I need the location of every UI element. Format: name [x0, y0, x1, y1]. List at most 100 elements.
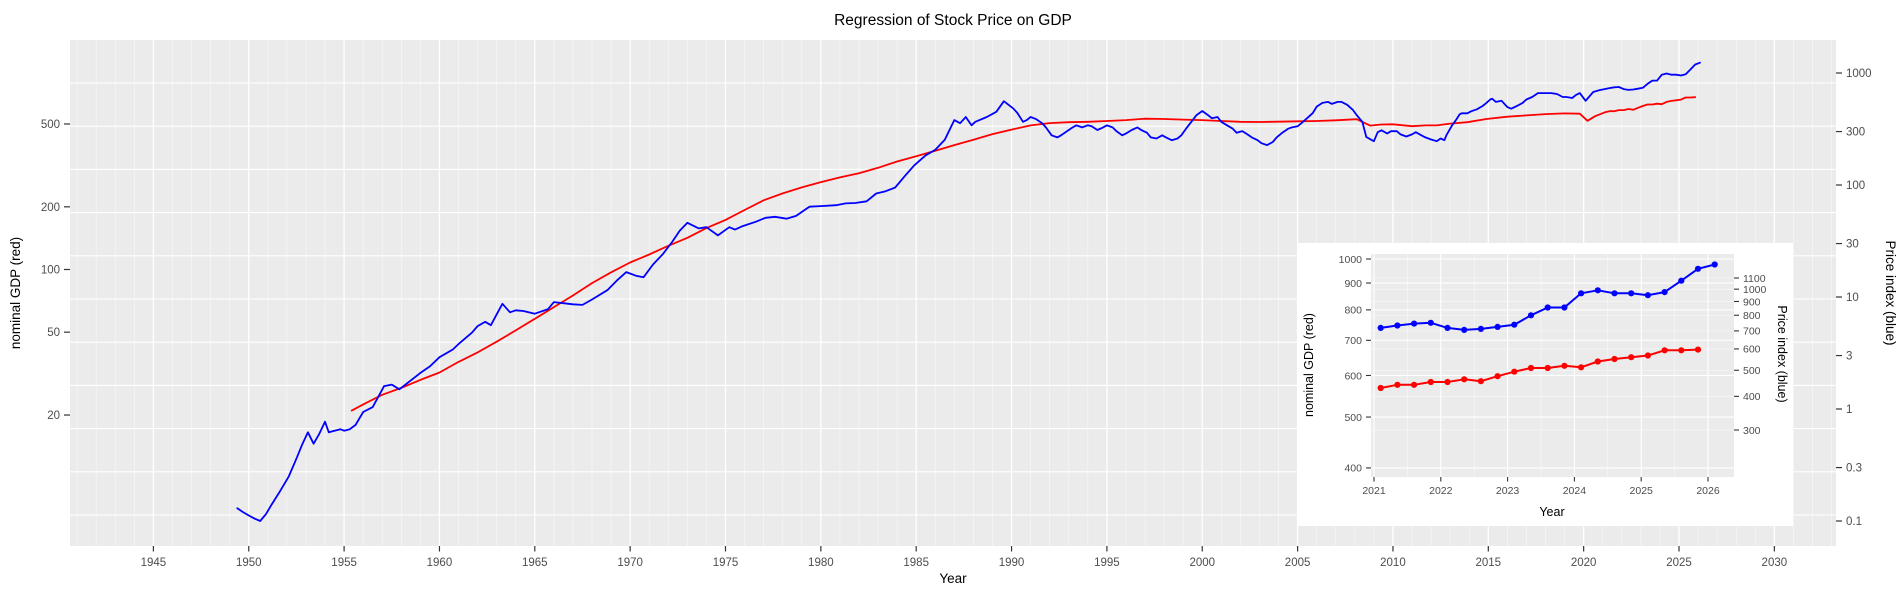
inset-y-left-tick-label: 700 — [1344, 335, 1362, 347]
y-left-tick-label: 20 — [47, 410, 60, 422]
inset-y-right-tick-label: 500 — [1743, 365, 1761, 377]
data-point — [1477, 378, 1484, 385]
x-tick-label: 1950 — [236, 557, 262, 569]
x-tick-label: 1985 — [903, 557, 929, 569]
main-series-lines — [236, 61, 1701, 522]
data-point — [1461, 326, 1468, 333]
data-point — [1594, 287, 1601, 294]
data-point — [1611, 290, 1618, 297]
inset-y-left-tick-label: 1000 — [1339, 254, 1363, 266]
data-point — [1578, 290, 1585, 297]
x-axis-title: Year — [939, 571, 967, 586]
y-left-tick-label: 500 — [41, 119, 60, 131]
data-point — [1394, 381, 1401, 388]
inset-left-axis-title: nominal GDP (red) — [1302, 313, 1316, 417]
inset-y-right-tick-label: 600 — [1743, 344, 1761, 356]
data-point — [1544, 304, 1551, 311]
inset-y-right-tick-label: 800 — [1743, 310, 1761, 322]
right-axis-title: Price index (blue) — [1883, 240, 1898, 345]
inset-x-tick-label: 2021 — [1362, 485, 1386, 497]
x-tick-label: 2005 — [1285, 557, 1311, 569]
data-point — [1444, 378, 1451, 386]
data-point — [1628, 290, 1635, 297]
inset-x-axis-title: Year — [1539, 505, 1564, 519]
inset-y-left-tick-label: 600 — [1344, 370, 1362, 382]
inset-y-left-tick-label: 800 — [1344, 305, 1362, 317]
inset-y-right-tick-label: 300 — [1743, 425, 1761, 437]
x-tick-label: 2010 — [1380, 557, 1406, 569]
inset-x-tick-label: 2026 — [1696, 485, 1720, 497]
x-tick-label: 1955 — [331, 557, 357, 569]
data-point — [1377, 324, 1384, 331]
y-right-tick-label: 100 — [1846, 180, 1865, 192]
inset-x-tick-label: 2025 — [1630, 485, 1654, 497]
inset-y-right-tick-label: 1000 — [1743, 284, 1767, 296]
data-point — [1511, 368, 1518, 375]
y-left-tick-label: 200 — [41, 202, 60, 214]
data-point — [1411, 320, 1418, 327]
inset-y-right-tick-label: 400 — [1743, 391, 1761, 403]
data-point — [1377, 384, 1384, 392]
left-axis-title: nominal GDP (red) — [8, 237, 23, 349]
data-point — [1494, 373, 1501, 380]
x-tick-label: 1945 — [141, 557, 167, 569]
inset-y-left-tick-label: 400 — [1344, 463, 1362, 475]
data-point — [1544, 364, 1551, 372]
data-point — [1511, 321, 1518, 328]
x-tick-label: 1970 — [617, 557, 643, 569]
inset-panel-background — [1371, 254, 1734, 477]
x-tick-label: 2030 — [1762, 557, 1788, 569]
data-point — [1594, 358, 1601, 365]
data-point — [1644, 352, 1651, 359]
x-tick-label: 1980 — [808, 557, 834, 569]
inset-x-tick-label: 2022 — [1429, 485, 1453, 497]
data-point — [1427, 378, 1434, 386]
data-point — [1711, 261, 1718, 268]
y-right-tick-label: 1 — [1846, 404, 1852, 416]
price-index-line — [236, 61, 1701, 522]
inset-y-left-tick-label: 500 — [1344, 412, 1362, 424]
data-point — [1678, 347, 1685, 354]
y-left-tick-label: 100 — [41, 265, 60, 277]
data-point — [1561, 362, 1568, 369]
data-point — [1578, 364, 1585, 371]
data-point — [1628, 354, 1635, 361]
x-tick-label: 2020 — [1571, 557, 1597, 569]
inset-x-tick-label: 2024 — [1563, 485, 1587, 497]
main-axis-ticks: 1945 1950 1955 1960 1965 1970 1975 1980 1985 1990… — [41, 68, 1872, 569]
data-point — [1527, 364, 1535, 372]
y-right-tick-label: 1000 — [1846, 68, 1872, 80]
inset-y-right-tick-label: 1100 — [1743, 273, 1766, 285]
inset-x-tick-label: 2023 — [1496, 485, 1520, 497]
data-point — [1661, 289, 1668, 296]
x-tick-label: 1975 — [713, 557, 739, 569]
data-point — [1694, 265, 1702, 272]
x-tick-label: 1965 — [522, 557, 548, 569]
data-point — [1661, 347, 1668, 354]
inset-right-axis-title: Price index (blue) — [1775, 305, 1789, 402]
y-right-tick-label: 0.1 — [1846, 516, 1862, 528]
data-point — [1611, 355, 1618, 363]
data-point — [1411, 381, 1418, 388]
data-point — [1527, 312, 1535, 319]
data-point — [1461, 376, 1468, 383]
x-tick-label: 1960 — [427, 557, 453, 569]
data-point — [1644, 292, 1651, 299]
y-right-tick-label: 3 — [1846, 351, 1852, 363]
inset-y-right-tick-label: 900 — [1743, 296, 1761, 308]
x-tick-label: 2000 — [1189, 557, 1215, 569]
data-point — [1444, 324, 1451, 331]
inset-y-left-tick-label: 900 — [1344, 278, 1362, 290]
page-title: Regression of Stock Price on GDP — [834, 12, 1072, 29]
data-point — [1561, 304, 1568, 311]
y-right-tick-label: 30 — [1846, 239, 1859, 251]
data-point — [1427, 319, 1434, 326]
y-right-tick-label: 10 — [1846, 292, 1859, 304]
data-point — [1477, 325, 1484, 332]
inset-y-right-tick-label: 700 — [1743, 326, 1761, 338]
data-point — [1494, 323, 1501, 330]
inset-plot: 2021 2022 2023 2024 2025 20261000900800700600… — [1298, 243, 1793, 526]
y-right-tick-label: 300 — [1846, 127, 1865, 139]
